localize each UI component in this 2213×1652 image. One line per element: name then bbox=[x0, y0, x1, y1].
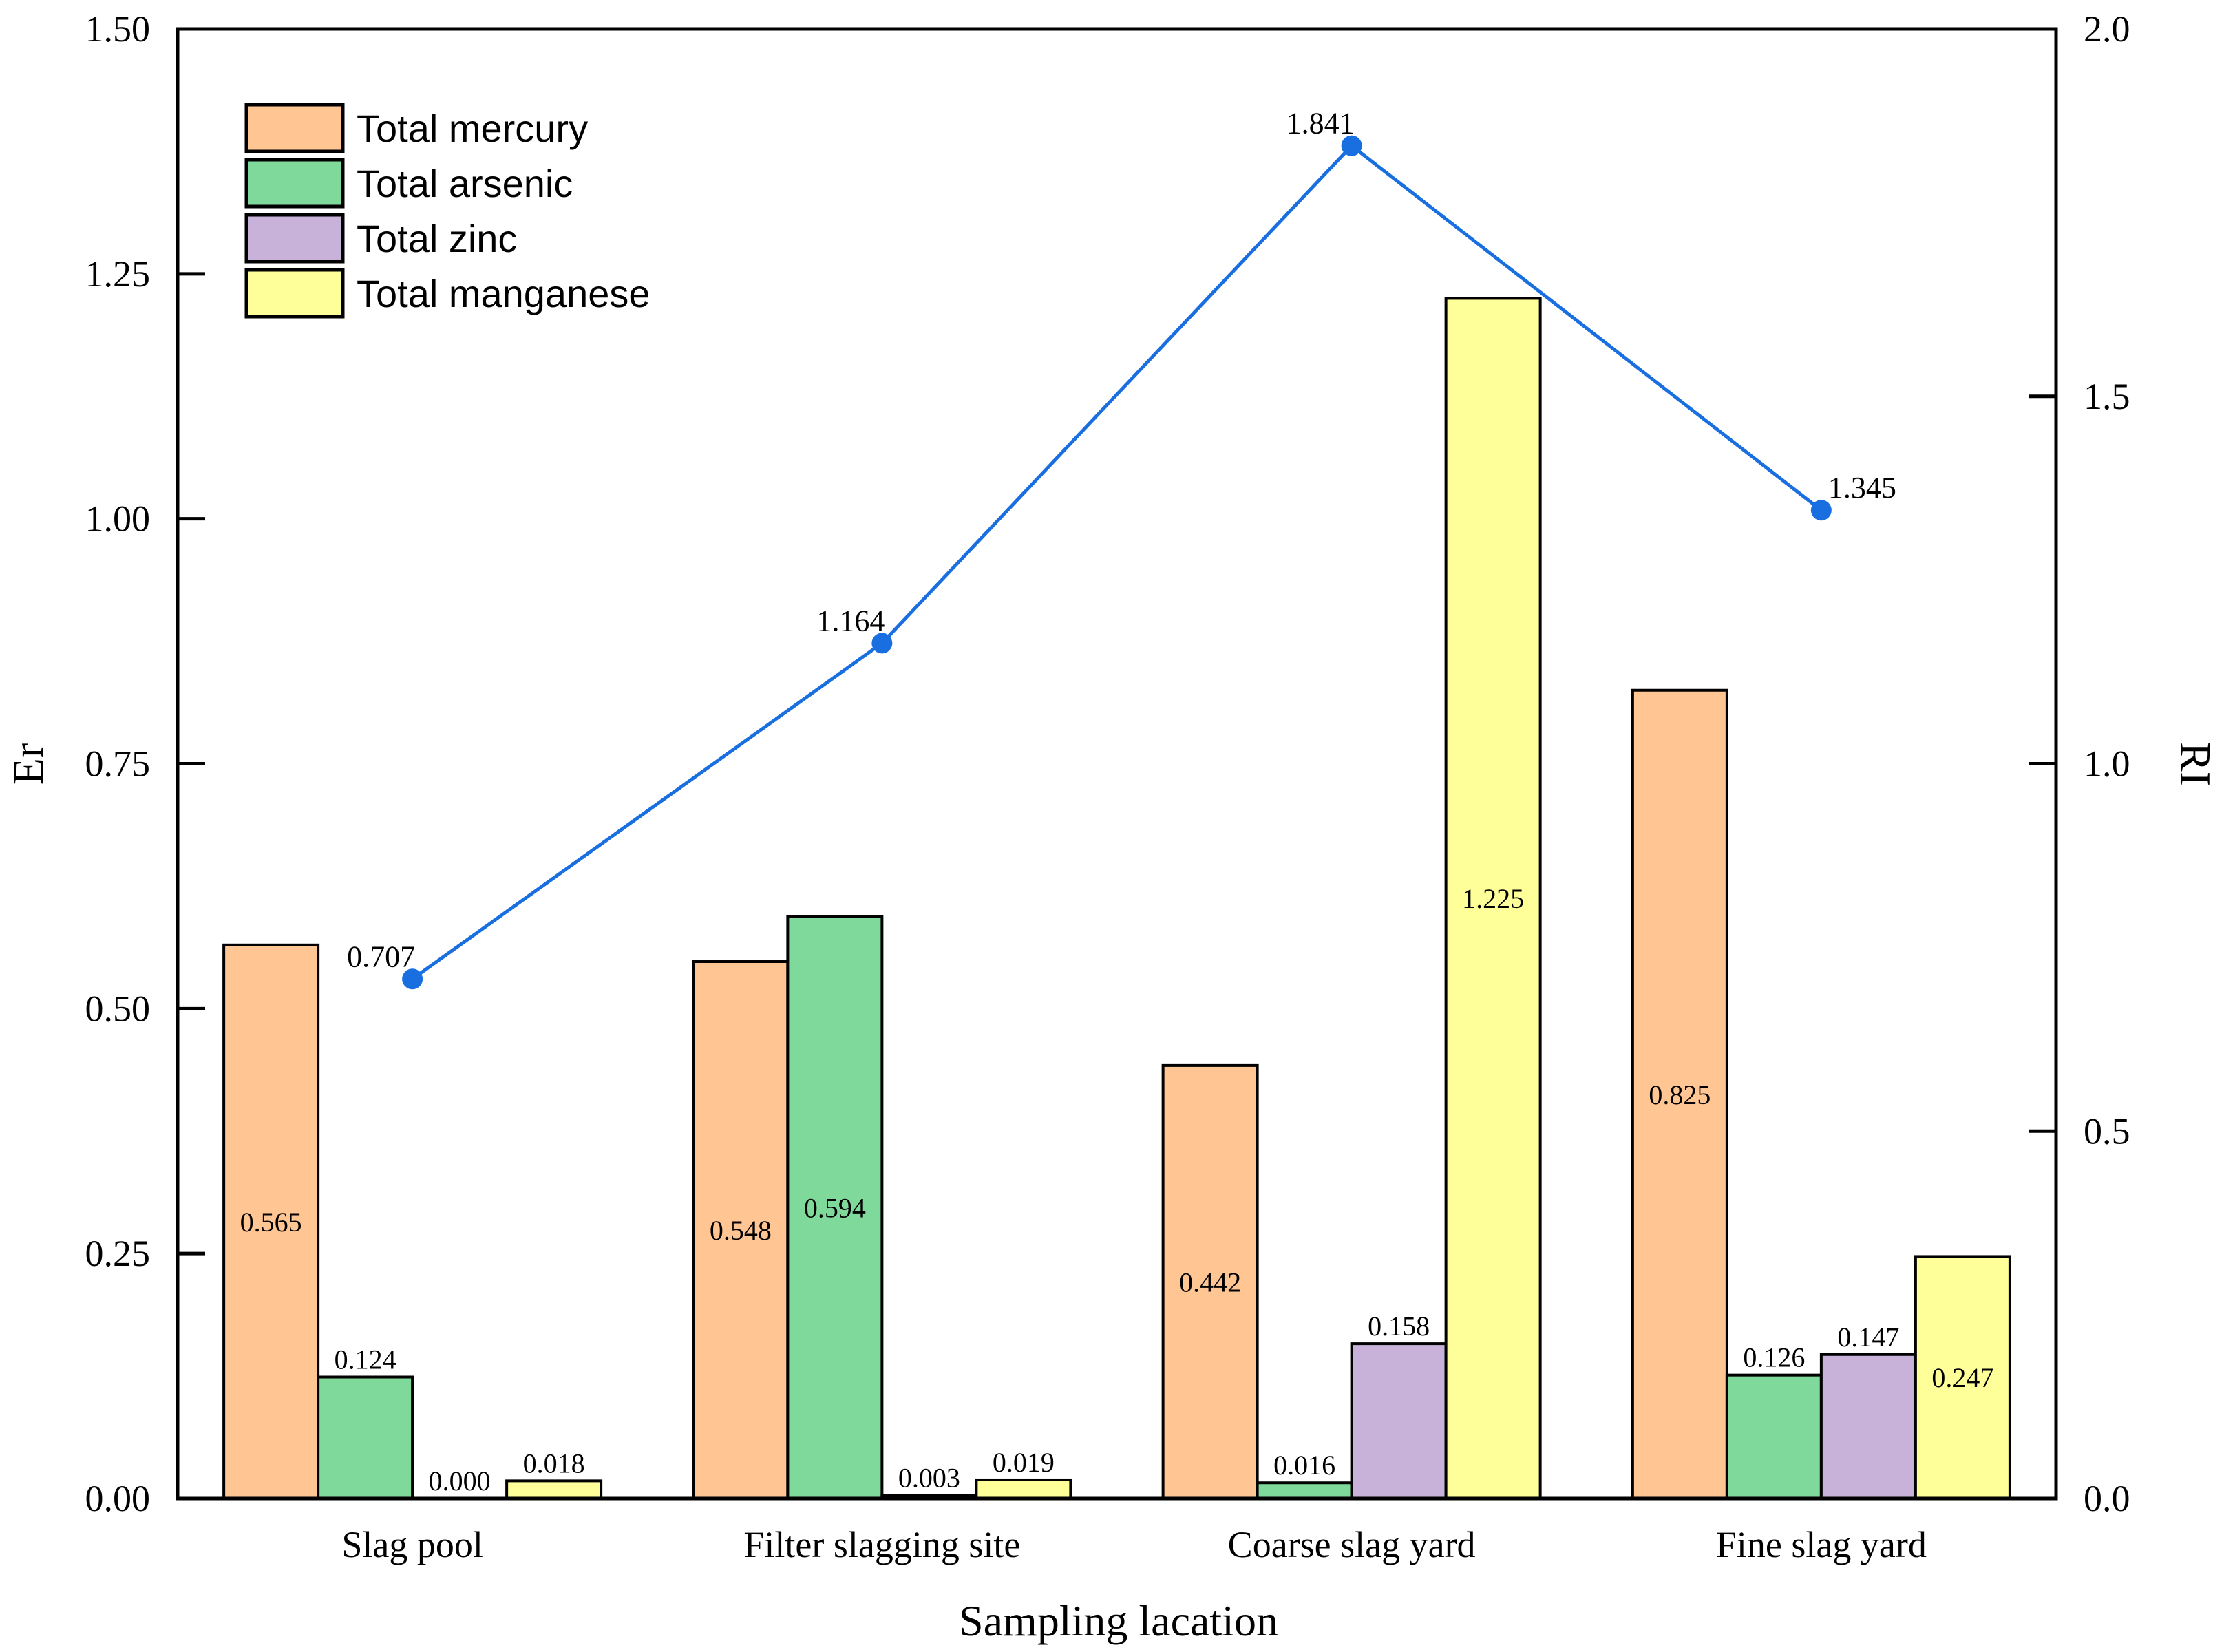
bar-value-label: 0.548 bbox=[710, 1215, 772, 1246]
x-tick-label: Fine slag yard bbox=[1716, 1524, 1927, 1565]
bar-total-arsenic bbox=[1256, 1481, 1353, 1500]
legend-label: Total mercury bbox=[357, 107, 588, 150]
bar-value-label: 0.442 bbox=[1179, 1267, 1241, 1298]
bar-total-arsenic bbox=[1725, 1373, 1823, 1501]
legend-label: Total arsenic bbox=[357, 162, 573, 205]
y-tick-label: 1.00 bbox=[85, 498, 151, 540]
ri-line bbox=[411, 143, 1823, 981]
legend-swatch bbox=[244, 103, 345, 153]
ri-point bbox=[1341, 135, 1362, 156]
y2-axis-title: RI bbox=[2171, 742, 2213, 786]
legend-swatch bbox=[244, 158, 345, 209]
y2-tick-label: 1.5 bbox=[2084, 376, 2130, 417]
bar-value-label: 0.016 bbox=[1273, 1450, 1335, 1481]
bar-value-label: 0.019 bbox=[993, 1447, 1055, 1478]
y-tick-label: 0.75 bbox=[85, 743, 151, 785]
bar-value-label: 0.565 bbox=[240, 1207, 302, 1238]
legend-swatch bbox=[244, 268, 345, 319]
bar-value-label: 0.126 bbox=[1743, 1342, 1805, 1373]
ri-value-label: 1.841 bbox=[1286, 107, 1355, 140]
bar-value-label: 0.594 bbox=[804, 1192, 866, 1223]
bar-value-label: 0.003 bbox=[898, 1463, 960, 1494]
bar-total-manganese bbox=[505, 1479, 603, 1500]
axes-layer: 0.00 0.25 0.50 0.75 1.00 1.25 1.50 0.0 0.5 1.0 1.5… bbox=[85, 8, 2130, 1565]
bars-layer bbox=[222, 297, 2011, 1501]
bar-value-label: 0.018 bbox=[523, 1448, 585, 1479]
bar-value-label: 0.247 bbox=[1931, 1362, 1993, 1393]
x-tick-label: Slag pool bbox=[341, 1524, 483, 1565]
bar-value-label: 0.000 bbox=[429, 1465, 491, 1496]
legend-label: Total manganese bbox=[357, 272, 650, 315]
y-tick-label: 1.50 bbox=[85, 8, 151, 50]
y-tick-label: 0.50 bbox=[85, 988, 151, 1029]
ri-line-layer bbox=[402, 135, 1832, 990]
ri-value-label: 1.345 bbox=[1828, 471, 1896, 505]
y-tick-label: 0.00 bbox=[85, 1478, 151, 1519]
x-tick-label: Filter slagging site bbox=[743, 1524, 1020, 1565]
legend-label: Total zinc bbox=[357, 217, 517, 260]
bar-value-label: 0.158 bbox=[1368, 1311, 1430, 1342]
bar-value-label: 1.225 bbox=[1462, 883, 1524, 914]
ri-value-label: 0.707 bbox=[347, 940, 415, 973]
y2-tick-label: 1.0 bbox=[2084, 743, 2130, 785]
y-tick-label: 1.25 bbox=[85, 253, 151, 295]
y2-tick-label: 0.5 bbox=[2084, 1110, 2130, 1152]
y2-tick-label: 2.0 bbox=[2084, 8, 2130, 50]
legend-swatch bbox=[244, 213, 345, 264]
y-axis-title: Er bbox=[3, 743, 52, 785]
bar-total-arsenic bbox=[317, 1375, 414, 1501]
bar-total-manganese bbox=[975, 1478, 1072, 1501]
x-axis-title: Sampling lacation bbox=[959, 1596, 1278, 1645]
ri-point bbox=[1810, 500, 1832, 521]
data-labels-layer: 0.565 0.548 0.442 0.825 0.124 0.594 0.016 0.126… bbox=[240, 107, 1994, 1496]
ri-point bbox=[871, 633, 893, 654]
bar-total-manganese bbox=[1914, 1255, 2011, 1500]
ri-value-label: 1.164 bbox=[816, 604, 885, 637]
x-tick-label: Coarse slag yard bbox=[1228, 1524, 1476, 1565]
y2-tick-label: 0.0 bbox=[2084, 1478, 2130, 1519]
bar-value-label: 0.124 bbox=[335, 1344, 396, 1375]
bar-total-manganese bbox=[1444, 297, 1542, 1501]
ri-point bbox=[402, 968, 423, 990]
bar-total-zinc bbox=[1350, 1342, 1448, 1500]
y-tick-label: 0.25 bbox=[85, 1233, 151, 1274]
legend: Total mercury Total arsenic Total zinc Tota… bbox=[244, 103, 650, 319]
bar-total-mercury bbox=[692, 960, 790, 1500]
bar-value-label: 0.825 bbox=[1649, 1079, 1711, 1110]
bar-total-zinc bbox=[1819, 1353, 1917, 1501]
bar-total-mercury bbox=[1161, 1063, 1259, 1501]
bar-total-mercury bbox=[222, 943, 320, 1500]
bar-value-label: 0.147 bbox=[1837, 1322, 1899, 1353]
bar-total-mercury bbox=[1631, 688, 1728, 1500]
